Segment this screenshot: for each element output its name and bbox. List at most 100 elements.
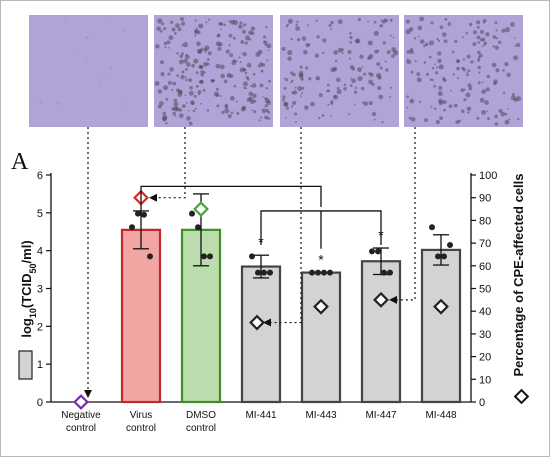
cell-cluster (479, 29, 485, 34)
cell-cluster (220, 64, 225, 70)
cell-cluster (179, 17, 185, 22)
cell-cluster (159, 29, 163, 33)
cell-cluster (486, 110, 489, 113)
replicate-point (435, 253, 441, 260)
cell-cluster (188, 121, 193, 126)
cell-cluster (476, 50, 481, 55)
cell-cluster (76, 50, 79, 53)
cell-cluster (84, 60, 87, 63)
cell-cluster (425, 42, 429, 47)
y2-tick-label: 50 (479, 284, 491, 296)
cell-cluster (203, 61, 209, 67)
cell-cluster (191, 101, 195, 105)
replicate-point (249, 253, 255, 260)
cell-cluster (310, 101, 315, 107)
cell-cluster (492, 35, 497, 39)
cell-cluster (168, 35, 174, 41)
cell-cluster (417, 25, 423, 31)
cell-cluster (483, 18, 487, 23)
cell-cluster (194, 34, 197, 37)
cell-cluster (492, 45, 495, 48)
cell-cluster (170, 20, 174, 24)
cell-cluster (39, 100, 43, 104)
cell-cluster (178, 59, 184, 65)
cell-cluster (461, 109, 465, 113)
cell-cluster (483, 41, 487, 45)
cell-cluster (281, 46, 286, 52)
cell-cluster (292, 101, 297, 105)
cell-cluster (405, 29, 411, 35)
cell-cluster (263, 35, 267, 39)
cell-cluster (265, 87, 269, 90)
cell-cluster (252, 93, 257, 99)
cell-cluster (221, 110, 225, 115)
cell-cluster (362, 101, 365, 104)
cell-cluster (501, 28, 506, 33)
cell-cluster (162, 85, 169, 91)
error-bars (133, 193, 449, 279)
cell-cluster (487, 117, 490, 120)
cell-cluster (188, 90, 194, 96)
cell-cluster (238, 56, 241, 59)
panel-letter: A (11, 149, 29, 175)
cell-cluster (377, 85, 382, 91)
cell-cluster (85, 36, 89, 39)
cell-cluster (285, 106, 290, 110)
cell-cluster (176, 52, 179, 55)
cell-cluster (477, 56, 481, 59)
cell-cluster (431, 66, 435, 70)
micrograph-image (280, 15, 399, 127)
cell-cluster (456, 59, 460, 63)
cell-cluster (184, 68, 188, 71)
cell-cluster (481, 37, 486, 42)
cell-cluster (206, 58, 210, 61)
cell-cluster (368, 79, 373, 85)
cell-cluster (514, 37, 516, 40)
cell-cluster (443, 108, 446, 112)
cell-cluster (157, 104, 162, 109)
cell-cluster (164, 46, 167, 49)
cell-cluster (476, 25, 480, 29)
cell-cluster (439, 116, 443, 121)
cell-cluster (484, 100, 489, 105)
cell-cluster (217, 46, 222, 51)
y2-tick-label: 70 (479, 238, 491, 250)
cell-cluster (303, 49, 308, 55)
y-tick-label: 6 (37, 170, 43, 182)
cell-cluster (391, 54, 395, 58)
cell-cluster (392, 36, 395, 39)
bar (120, 228, 162, 404)
x-tick-label: MI-447 (365, 410, 397, 421)
cell-cluster (261, 108, 267, 114)
cell-cluster (494, 114, 498, 119)
cell-cluster (282, 95, 286, 99)
bar (360, 260, 402, 404)
cell-cluster (405, 19, 410, 24)
cell-cluster (349, 41, 353, 44)
cell-cluster (185, 101, 188, 104)
cell-cluster (373, 30, 379, 36)
cell-cluster (195, 27, 198, 30)
cell-cluster (282, 98, 285, 102)
cell-cluster (215, 63, 221, 69)
cell-cluster (504, 112, 508, 116)
cell-cluster (361, 66, 364, 68)
cell-cluster (204, 48, 208, 52)
cell-cluster (437, 39, 441, 42)
cell-cluster (330, 20, 334, 25)
replicate-point (135, 210, 141, 217)
cell-cluster (294, 112, 298, 116)
cell-cluster (438, 98, 443, 104)
replicate-point (369, 248, 375, 255)
replicate-points (129, 210, 453, 276)
micrograph-links (84, 127, 416, 398)
cell-cluster (193, 58, 199, 64)
cell-cluster (157, 89, 163, 94)
cell-cluster (485, 87, 490, 92)
cell-cluster (181, 44, 184, 47)
replicate-point (207, 253, 213, 260)
cell-cluster (326, 83, 330, 87)
cell-cluster (359, 54, 364, 59)
cell-cluster (373, 20, 377, 24)
cell-cluster (248, 91, 254, 97)
